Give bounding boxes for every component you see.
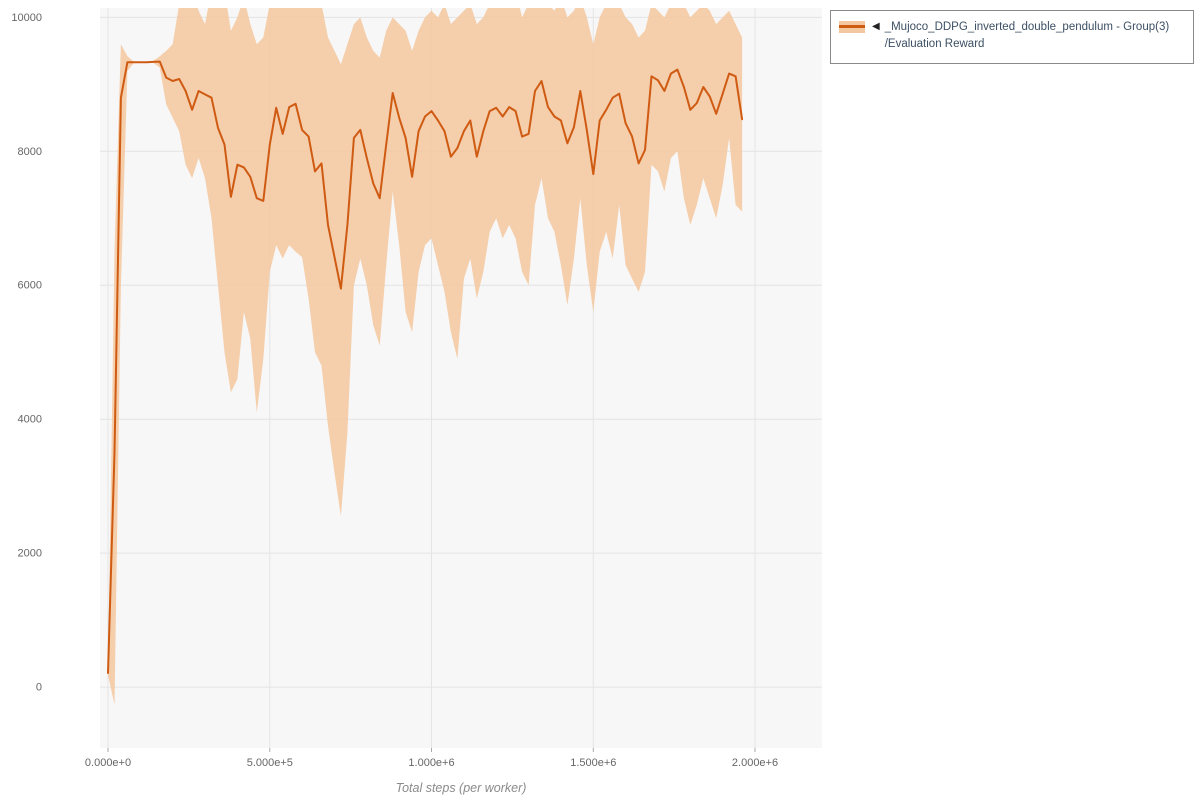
legend-row: ◀ _Mujoco_DDPG_inverted_double_pendulum … — [839, 19, 1185, 54]
svg-text:0: 0 — [36, 682, 42, 694]
svg-text:8000: 8000 — [18, 146, 42, 158]
svg-text:1.000e+6: 1.000e+6 — [408, 757, 454, 769]
svg-text:5.000e+5: 5.000e+5 — [247, 757, 293, 769]
legend-series-swatch-icon — [839, 21, 865, 33]
legend[interactable]: ◀ _Mujoco_DDPG_inverted_double_pendulum … — [830, 10, 1194, 64]
svg-text:1.500e+6: 1.500e+6 — [570, 757, 616, 769]
svg-text:4000: 4000 — [18, 414, 42, 426]
legend-series-name: _Mujoco_DDPG_inverted_double_pendulum - … — [884, 21, 1170, 33]
legend-metric-name: /Evaluation Reward — [884, 38, 985, 51]
svg-text:2.000e+6: 2.000e+6 — [732, 757, 778, 769]
legend-collapse-icon[interactable]: ◀ — [872, 21, 880, 32]
x-axis-title: Total steps (per worker) — [395, 781, 527, 795]
legend-series-label[interactable]: _Mujoco_DDPG_inverted_double_pendulum - … — [885, 19, 1185, 54]
svg-text:10000: 10000 — [11, 12, 42, 24]
legend-line-icon — [839, 25, 865, 28]
svg-text:2000: 2000 — [18, 548, 42, 560]
svg-text:0.000e+0: 0.000e+0 — [85, 757, 131, 769]
svg-text:6000: 6000 — [18, 280, 42, 292]
